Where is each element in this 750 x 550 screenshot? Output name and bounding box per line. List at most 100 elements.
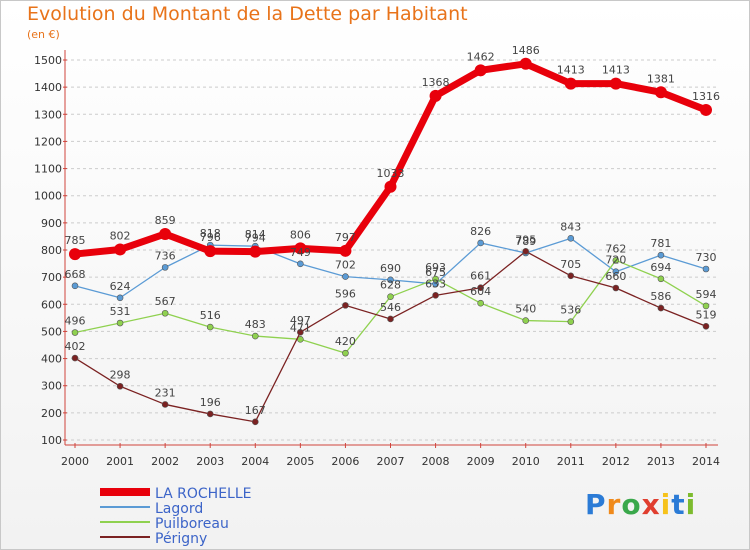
data-point: [474, 64, 487, 77]
data-point: [657, 304, 665, 312]
data-point: [702, 322, 710, 330]
data-label: 694: [650, 261, 671, 274]
x-tick-label: 2001: [106, 455, 134, 468]
data-point: [294, 242, 307, 255]
y-tick-label: 600: [41, 298, 62, 311]
data-point: [251, 418, 259, 426]
data-label: 546: [380, 301, 401, 314]
x-tick-label: 2011: [557, 455, 585, 468]
x-tick-label: 2004: [241, 455, 269, 468]
data-label: 1368: [422, 76, 450, 89]
data-label: 730: [696, 251, 717, 264]
data-point: [609, 77, 622, 90]
data-point: [387, 276, 394, 284]
data-point: [612, 284, 620, 292]
x-tick-label: 2010: [512, 455, 540, 468]
data-point: [522, 317, 530, 324]
data-label: 471: [290, 321, 311, 334]
data-point: [342, 349, 349, 357]
data-point: [116, 294, 124, 302]
data-point: [567, 235, 575, 242]
data-label: 1462: [467, 50, 495, 63]
data-point: [249, 245, 262, 258]
data-label: 586: [650, 290, 671, 303]
data-point: [204, 245, 217, 258]
data-point: [612, 257, 620, 264]
data-point: [702, 302, 710, 310]
data-point: [116, 382, 124, 390]
data-label: 660: [605, 270, 626, 283]
x-tick-label: 2009: [467, 455, 495, 468]
y-tick-label: 1100: [34, 163, 62, 176]
data-label: 736: [155, 249, 176, 262]
data-label: 794: [245, 232, 266, 245]
data-label: 633: [425, 277, 446, 290]
data-label: 196: [200, 396, 221, 409]
y-tick-label: 1500: [34, 54, 62, 67]
data-label: 1316: [692, 90, 720, 103]
y-tick-label: 100: [41, 434, 62, 447]
data-label: 762: [605, 242, 626, 255]
y-tick-label: 1400: [34, 81, 62, 94]
data-label: 1381: [647, 72, 675, 85]
data-point: [114, 243, 127, 256]
data-label: 497: [290, 314, 311, 327]
data-label: 594: [696, 288, 717, 301]
chart-unit: (en €): [27, 28, 60, 41]
x-tick-label: 2007: [377, 455, 405, 468]
data-label: 749: [290, 246, 311, 259]
x-tick-label: 2014: [692, 455, 720, 468]
data-label: 1033: [377, 167, 405, 180]
data-label: 781: [650, 237, 671, 250]
x-tick-label: 2005: [286, 455, 314, 468]
data-point: [71, 282, 79, 290]
data-point: [432, 292, 439, 299]
data-point: [71, 329, 79, 336]
data-point: [387, 293, 394, 300]
legend-label: Lagord: [155, 501, 203, 517]
data-label: 1413: [557, 64, 585, 77]
data-label: 661: [470, 270, 491, 283]
data-label: 420: [335, 335, 356, 348]
data-label: 516: [200, 309, 221, 322]
data-point: [342, 273, 349, 280]
proxiti-logo: Proxiti: [585, 488, 697, 521]
data-point: [384, 180, 397, 193]
data-label: 843: [560, 220, 581, 233]
data-point: [564, 77, 577, 90]
x-tick-label: 2003: [196, 455, 224, 468]
data-point: [519, 57, 532, 70]
data-point: [429, 89, 442, 102]
data-label: 1413: [602, 64, 630, 77]
data-point: [161, 309, 169, 317]
data-point: [251, 332, 259, 340]
data-point: [69, 248, 81, 261]
data-point: [297, 260, 304, 268]
data-label: 402: [65, 340, 86, 353]
data-point: [522, 248, 530, 255]
data-label: 675: [425, 266, 446, 279]
data-label: 705: [560, 258, 581, 271]
data-point: [567, 272, 575, 280]
x-tick-label: 2008: [422, 455, 450, 468]
y-tick-label: 700: [41, 271, 62, 284]
data-label: 519: [696, 308, 717, 321]
y-tick-label: 200: [41, 407, 62, 420]
data-point: [657, 275, 665, 283]
data-point: [159, 227, 172, 240]
data-label: 531: [110, 305, 131, 318]
data-label: 231: [155, 386, 176, 399]
legend-label: Périgny: [155, 531, 207, 547]
data-label: 796: [200, 231, 221, 244]
data-label: 540: [515, 303, 536, 316]
data-label: 785: [65, 234, 86, 247]
y-tick-label: 1300: [34, 108, 62, 121]
data-point: [700, 103, 712, 116]
data-point: [297, 328, 304, 336]
data-label: 624: [110, 280, 131, 293]
x-tick-label: 2000: [61, 455, 89, 468]
data-label: 483: [245, 318, 266, 331]
data-point: [477, 284, 484, 292]
